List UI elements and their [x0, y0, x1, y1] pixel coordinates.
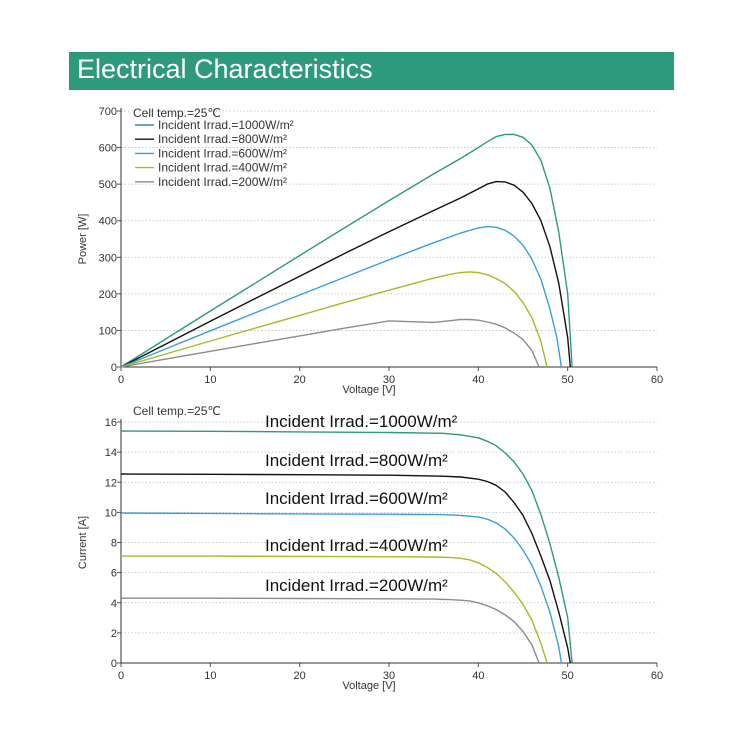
legend-entry: Incident Irrad.=1000W/m²	[158, 118, 294, 132]
x-tick-label: 40	[472, 670, 484, 682]
series-line-3	[120, 225, 563, 368]
y-axis-label: Current [A]	[77, 516, 89, 569]
x-tick-label: 0	[118, 670, 124, 682]
y-tick-label: 0	[111, 362, 117, 374]
y-tick-label: 6	[111, 568, 117, 580]
y-tick-label: 2	[111, 628, 117, 640]
y-tick-label: 10	[105, 507, 117, 519]
x-tick-label: 40	[472, 374, 484, 386]
x-tick-label: 20	[294, 374, 306, 386]
series-label: Incident Irrad.=1000W/m²	[265, 412, 458, 431]
series-line-1	[120, 430, 573, 664]
series-label: Incident Irrad.=200W/m²	[265, 576, 448, 595]
chart-1: 0 100 200 300 400 500 600 700 0 10 20 30 40 50 60 Volta…	[77, 106, 663, 396]
x-tick-label: 60	[651, 670, 663, 682]
x-tick-label: 10	[204, 670, 216, 682]
y-tick-label: 400	[99, 216, 117, 228]
x-tick-label: 10	[204, 374, 216, 386]
cell-temp-note: Cell temp.=25℃	[133, 106, 221, 120]
legend-entry: Incident Irrad.=600W/m²	[158, 146, 287, 160]
x-tick-label: 30	[383, 374, 395, 386]
y-tick-label: 500	[99, 179, 117, 191]
y-tick-label: 600	[99, 143, 117, 155]
x-tick-label: 60	[651, 374, 663, 386]
y-tick-label: 4	[111, 598, 117, 610]
x-tick-label: 50	[562, 374, 574, 386]
x-tick-label: 50	[562, 670, 574, 682]
y-tick-label: 0	[111, 658, 117, 670]
chart-2: 0 2 4 6 8 10 12 14 16 0 10 20 30 40 50 60 Voltage [V] Cur…	[77, 404, 663, 692]
y-tick-label: 200	[99, 289, 117, 301]
y-tick-label: 700	[99, 106, 117, 118]
legend-entry: Incident Irrad.=800W/m²	[158, 132, 287, 146]
x-tick-label: 0	[118, 374, 124, 386]
x-axis-label: Voltage [V]	[342, 384, 395, 396]
series-label: Incident Irrad.=800W/m²	[265, 451, 448, 470]
y-tick-label: 14	[105, 447, 117, 459]
series-line-5	[120, 318, 540, 368]
series-label: Incident Irrad.=600W/m²	[265, 489, 448, 508]
series-line-5	[121, 597, 540, 664]
series-line-4	[121, 555, 548, 664]
y-axis-label: Power [W]	[77, 214, 89, 265]
y-tick-label: 300	[99, 252, 117, 264]
legend-entry: Incident Irrad.=200W/m²	[158, 175, 287, 189]
x-tick-label: 30	[383, 670, 395, 682]
x-tick-label: 20	[294, 670, 306, 682]
y-tick-label: 16	[105, 417, 117, 429]
legend-entry: Incident Irrad.=400W/m²	[158, 161, 287, 175]
section-title: Electrical Characteristics	[77, 54, 373, 84]
series-line-2	[120, 473, 571, 664]
series-label: Incident Irrad.=400W/m²	[265, 536, 448, 555]
series-line-3	[120, 512, 563, 664]
y-tick-label: 100	[99, 325, 117, 337]
series-line-1	[120, 133, 573, 368]
y-tick-label: 12	[105, 477, 117, 489]
series-line-2	[120, 180, 571, 368]
series-line-4	[120, 271, 548, 368]
x-axis-label: Voltage [V]	[342, 680, 395, 692]
section-header: Electrical Characteristics	[69, 52, 674, 90]
y-tick-label: 8	[111, 538, 117, 550]
cell-temp-note: Cell temp.=25℃	[133, 404, 221, 418]
